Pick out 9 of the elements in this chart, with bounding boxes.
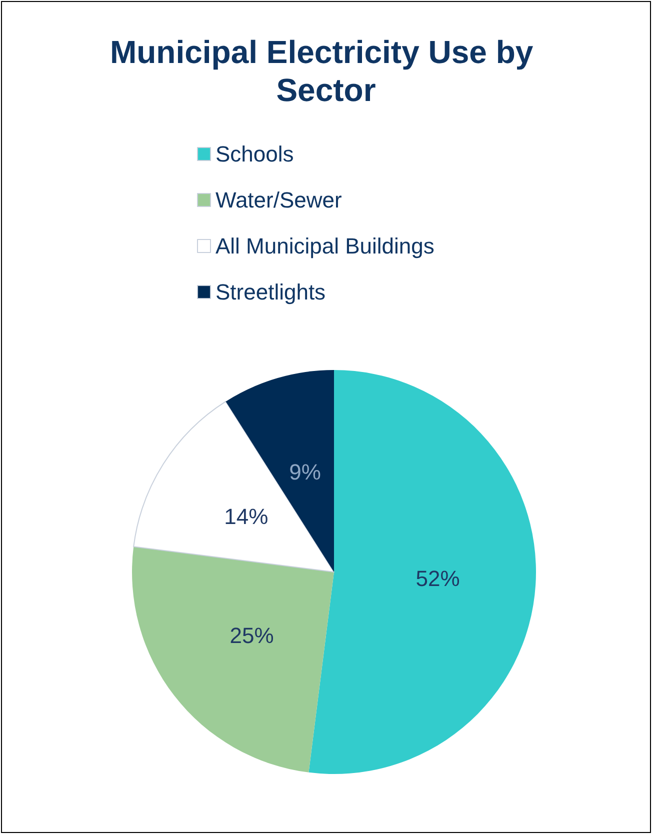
data-label: 14% — [224, 504, 268, 529]
data-label: 52% — [416, 566, 460, 592]
data-label: 9% — [289, 460, 321, 485]
legend-label: Streetlights — [216, 280, 326, 304]
legend-label: Water/Sewer — [216, 188, 342, 212]
data-label: 25% — [230, 623, 274, 648]
legend-label: Schools — [216, 142, 294, 166]
chart-title: Municipal Electricity Use by Sector — [110, 34, 542, 108]
legend-label: All Municipal Buildings — [216, 234, 434, 258]
